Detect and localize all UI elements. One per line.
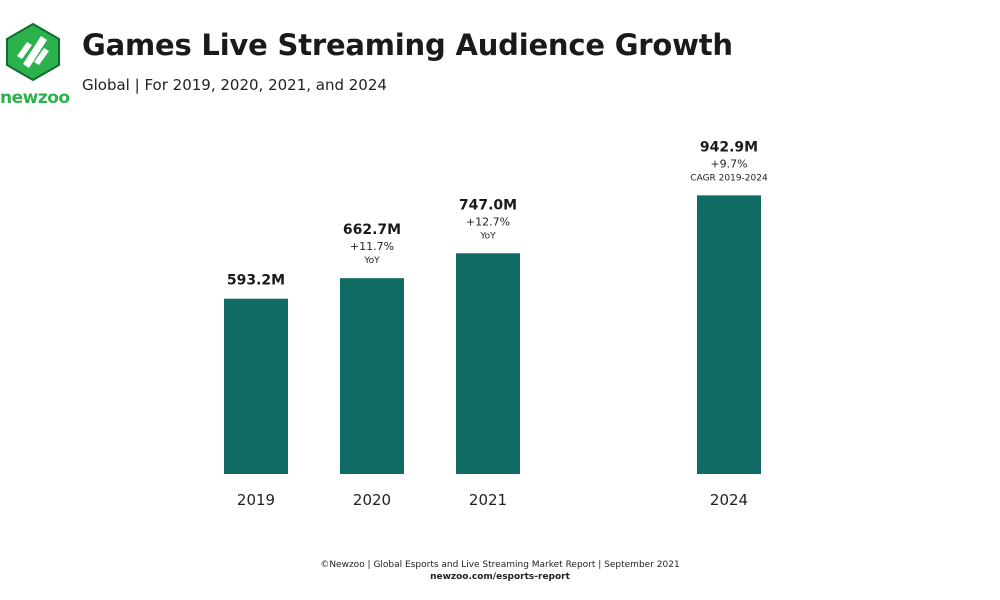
newzoo-logo: newzoo bbox=[0, 22, 70, 112]
report-link[interactable]: newzoo.com/esports-report bbox=[430, 572, 570, 582]
growth-label: +11.7% bbox=[350, 240, 394, 253]
newzoo-logo-icon bbox=[6, 22, 60, 82]
chart-title: Games Live Streaming Audience Growth bbox=[82, 28, 733, 62]
bar-2020 bbox=[340, 278, 404, 474]
data-label: 662.7M bbox=[343, 222, 401, 238]
data-label: 942.9M bbox=[700, 139, 758, 155]
x-tick-label: 2020 bbox=[353, 491, 391, 509]
data-label: 593.2M bbox=[227, 273, 285, 289]
data-label: 747.0M bbox=[459, 197, 517, 213]
growth-note: YoY bbox=[363, 256, 380, 266]
growth-label: +9.7% bbox=[710, 157, 747, 170]
x-tick-label: 2021 bbox=[469, 491, 507, 509]
source-note: ©Newzoo | Global Esports and Live Stream… bbox=[320, 560, 680, 570]
x-tick-label: 2024 bbox=[710, 491, 748, 509]
growth-note: CAGR 2019-2024 bbox=[690, 173, 768, 183]
growth-note: YoY bbox=[479, 231, 496, 241]
logo-wordmark: newzoo bbox=[0, 88, 70, 108]
growth-label: +12.7% bbox=[466, 215, 510, 228]
bar-2024 bbox=[697, 195, 761, 474]
bar-2019 bbox=[224, 298, 288, 474]
chart-subtitle: Global | For 2019, 2020, 2021, and 2024 bbox=[82, 76, 387, 94]
x-tick-label: 2019 bbox=[237, 491, 275, 509]
bar-2021 bbox=[456, 253, 520, 474]
